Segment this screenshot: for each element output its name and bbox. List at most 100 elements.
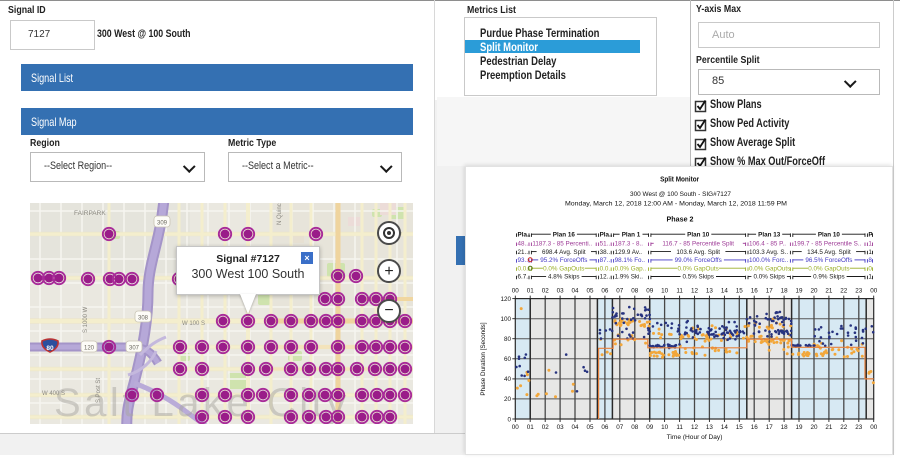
svg-text:0.0% GapOuts: 0.0% GapOuts <box>808 265 849 272</box>
svg-text:103.6 Avg. Split: 103.6 Avg. Split <box>676 249 720 256</box>
svg-text:98.1% Fo..: 98.1% Fo.. <box>615 257 646 264</box>
svg-text:04: 04 <box>571 424 579 431</box>
svg-text:18: 18 <box>781 288 789 295</box>
svg-text:13: 13 <box>706 424 714 431</box>
svg-text:12: 12 <box>691 288 699 295</box>
svg-text:4.8% Skips: 4.8% Skips <box>548 274 580 281</box>
svg-text:100: 100 <box>500 316 511 323</box>
svg-text:14: 14 <box>721 288 729 295</box>
svg-text:23: 23 <box>855 288 863 295</box>
svg-text:19: 19 <box>795 288 803 295</box>
svg-text:22: 22 <box>840 288 848 295</box>
svg-text:Phase Duration [Seconds]: Phase Duration [Seconds] <box>480 322 487 395</box>
svg-text:17: 17 <box>766 288 774 295</box>
svg-text:103.3 Avg. S..: 103.3 Avg. S.. <box>749 249 788 256</box>
svg-text:20: 20 <box>810 288 818 295</box>
svg-text:17: 17 <box>766 424 774 431</box>
svg-text:80: 80 <box>46 345 54 352</box>
svg-text:W 400 S: W 400 S <box>42 391 65 397</box>
svg-text:11: 11 <box>676 424 683 431</box>
svg-text:08: 08 <box>631 288 639 295</box>
svg-text:38..: 38.. <box>600 249 611 256</box>
svg-text:187.3 - 8..: 187.3 - 8.. <box>615 241 644 248</box>
svg-text:Plan 10: Plan 10 <box>687 231 710 238</box>
svg-text:1: 1 <box>868 249 872 256</box>
svg-text:07: 07 <box>616 424 624 431</box>
svg-text:W 100 S: W 100 S <box>182 321 205 327</box>
svg-text:Plan 1: Plan 1 <box>622 231 641 238</box>
svg-text:48..: 48.. <box>518 241 529 248</box>
svg-text:6.7..: 6.7.. <box>518 274 531 281</box>
svg-text:10: 10 <box>661 424 669 431</box>
svg-text:15: 15 <box>736 288 744 295</box>
svg-text:0.9% Skips: 0.9% Skips <box>813 274 845 281</box>
svg-text:60: 60 <box>504 356 512 363</box>
svg-text:20: 20 <box>504 396 512 403</box>
svg-text:11: 11 <box>676 288 683 295</box>
svg-text:P: P <box>868 231 872 238</box>
svg-text:00: 00 <box>512 288 520 295</box>
svg-text:09: 09 <box>646 424 654 431</box>
svg-text:Time (Hour of Day): Time (Hour of Day) <box>667 434 723 441</box>
svg-text:00: 00 <box>870 424 878 431</box>
svg-text:05: 05 <box>586 424 594 431</box>
svg-text:300 West @ 100 South - SIG#712: 300 West @ 100 South - SIG#7127 <box>630 191 731 198</box>
svg-text:16: 16 <box>751 288 759 295</box>
svg-text:Pla..: Pla.. <box>518 231 531 238</box>
svg-text:0: 0 <box>868 265 872 272</box>
svg-text:FAIRPARK: FAIRPARK <box>74 210 106 217</box>
svg-text:Pla..: Pla.. <box>600 231 613 238</box>
svg-text:04: 04 <box>571 288 579 295</box>
svg-text:40: 40 <box>504 376 512 383</box>
svg-text:Phase 2: Phase 2 <box>667 217 694 224</box>
svg-text:08: 08 <box>631 424 639 431</box>
svg-text:87..: 87.. <box>600 257 611 264</box>
svg-text:199.7 - 85 Percentile S..: 199.7 - 85 Percentile S.. <box>794 241 862 248</box>
svg-text:309: 309 <box>157 221 168 227</box>
svg-text:05: 05 <box>586 288 594 295</box>
svg-text:129.9 Av..: 129.9 Av.. <box>615 249 643 256</box>
svg-text:18: 18 <box>781 424 789 431</box>
svg-text:21: 21 <box>825 288 833 295</box>
svg-text:14: 14 <box>721 424 729 431</box>
svg-text:120: 120 <box>500 296 511 303</box>
svg-text:0.0% Skips: 0.0% Skips <box>753 274 785 281</box>
svg-text:8: 8 <box>868 257 872 264</box>
svg-text:19: 19 <box>795 424 803 431</box>
svg-text:0.0..: 0.0.. <box>518 265 531 272</box>
svg-text:23: 23 <box>855 424 863 431</box>
svg-text:01: 01 <box>527 424 535 431</box>
svg-text:03: 03 <box>557 288 565 295</box>
svg-text:0.0% GapOuts: 0.0% GapOuts <box>678 265 719 272</box>
svg-text:95.2% ForceOffs: 95.2% ForceOffs <box>540 257 587 264</box>
svg-text:09: 09 <box>646 288 654 295</box>
svg-text:698.4 Avg. Split: 698.4 Avg. Split <box>542 249 586 256</box>
svg-text:80: 80 <box>504 336 512 343</box>
svg-text:00: 00 <box>870 288 878 295</box>
svg-text:S Post St: S Post St <box>96 378 102 403</box>
svg-text:99.0% ForceOffs: 99.0% ForceOffs <box>675 257 722 264</box>
svg-text:51..: 51.. <box>600 241 611 248</box>
svg-text:Monday, March 12, 2018 12:00 A: Monday, March 12, 2018 12:00 AM - Monday… <box>565 201 787 208</box>
svg-text:Split Monitor: Split Monitor <box>660 177 699 184</box>
svg-text:1: 1 <box>868 274 872 281</box>
svg-text:06: 06 <box>601 424 609 431</box>
svg-text:S 1000 W: S 1000 W <box>83 306 89 333</box>
svg-text:02: 02 <box>542 424 550 431</box>
svg-text:0.0..: 0.0.. <box>600 265 613 272</box>
svg-text:0.0% GapOuts: 0.0% GapOuts <box>749 265 790 272</box>
svg-text:106.4 - 85 P..: 106.4 - 85 P.. <box>749 241 786 248</box>
svg-text:307: 307 <box>129 346 140 352</box>
svg-text:12..: 12.. <box>600 274 611 281</box>
svg-text:0.5% Skips: 0.5% Skips <box>682 274 714 281</box>
svg-text:12: 12 <box>691 424 699 431</box>
svg-text:116.7 - 85 Percentile Split: 116.7 - 85 Percentile Split <box>662 241 734 248</box>
svg-text:0: 0 <box>507 416 511 423</box>
svg-text:100.0% Forc..: 100.0% Forc.. <box>749 257 788 264</box>
svg-text:Plan 16: Plan 16 <box>553 231 576 238</box>
svg-text:13: 13 <box>706 288 714 295</box>
svg-text:00: 00 <box>512 424 520 431</box>
svg-text:1: 1 <box>868 241 872 248</box>
svg-text:22: 22 <box>840 424 848 431</box>
svg-text:21: 21 <box>825 424 833 431</box>
